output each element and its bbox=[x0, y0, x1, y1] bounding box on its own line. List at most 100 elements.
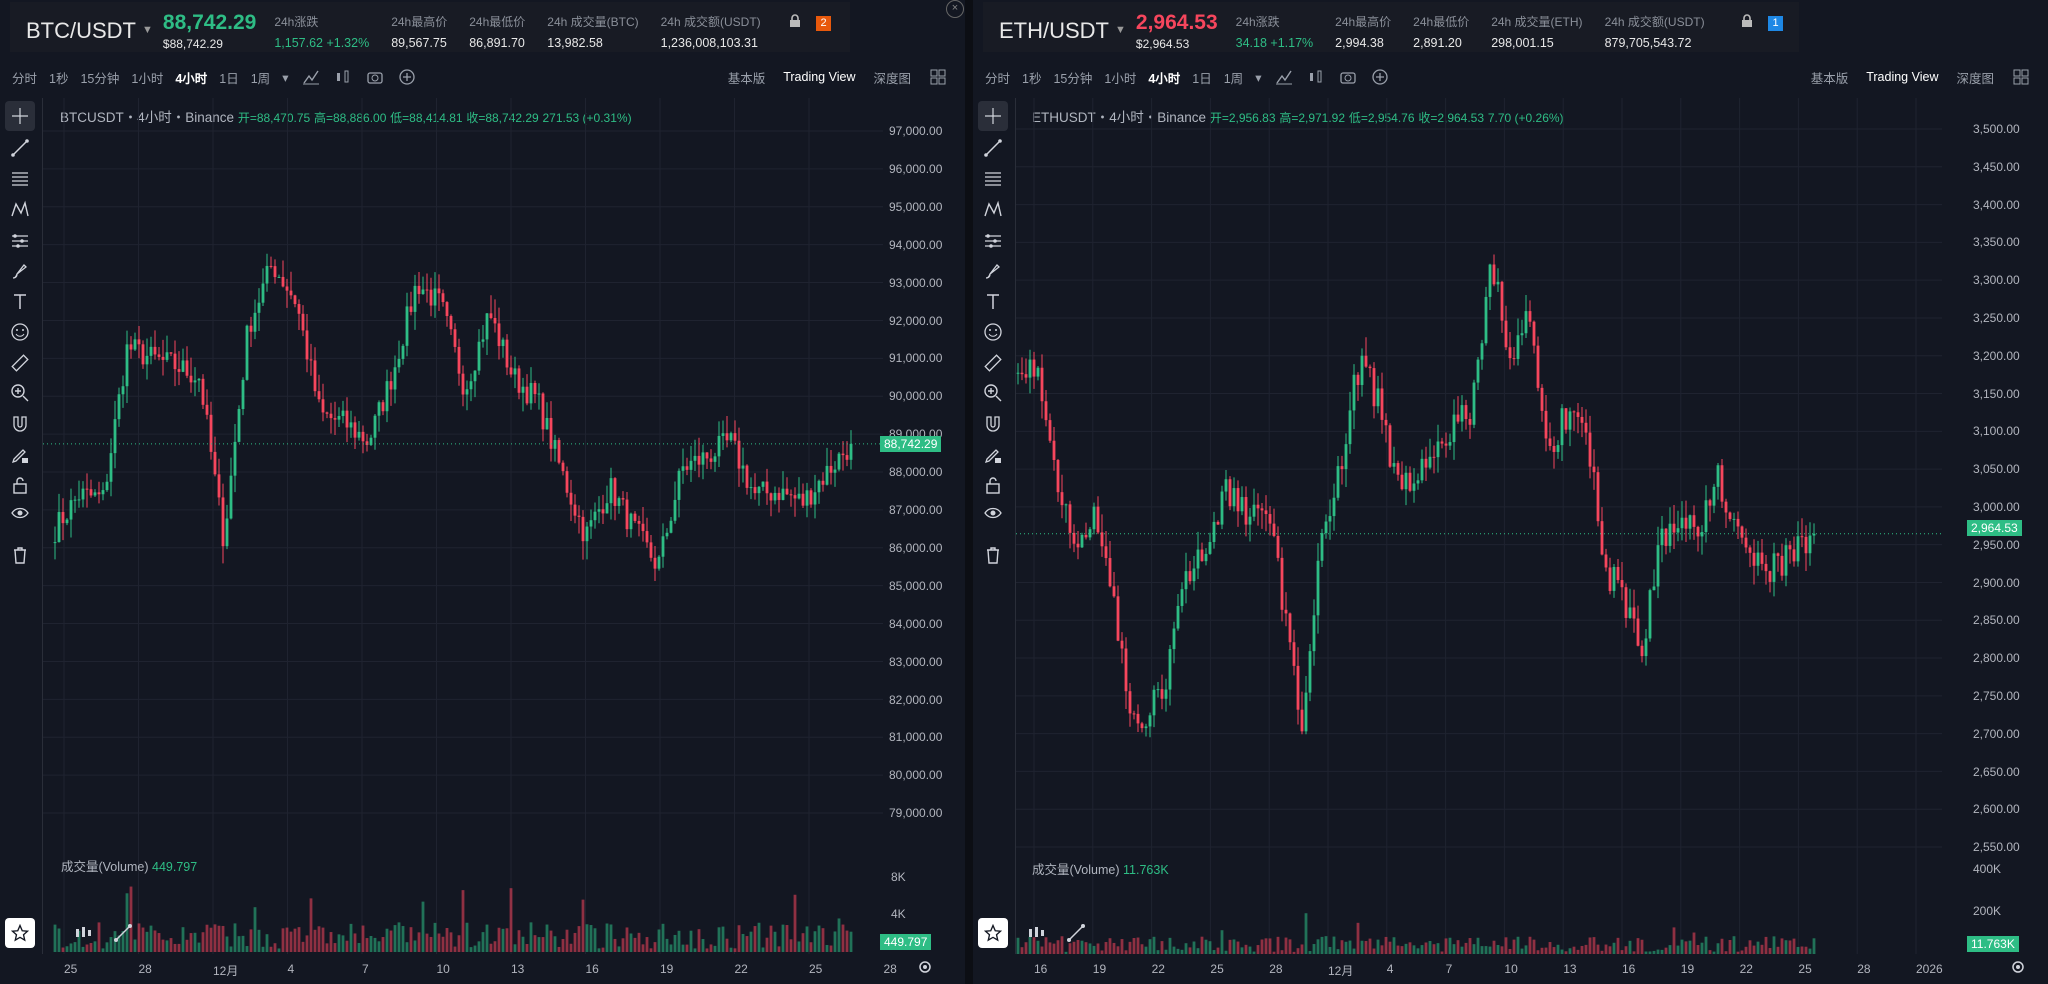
trendline-icon[interactable] bbox=[108, 918, 138, 948]
pattern-icon[interactable] bbox=[978, 195, 1008, 225]
lock-draw-icon[interactable] bbox=[978, 440, 1008, 470]
eye-icon[interactable] bbox=[5, 498, 35, 528]
crosshair-icon[interactable] bbox=[5, 101, 35, 131]
timeframe-1[interactable]: 1秒 bbox=[49, 71, 69, 86]
timeframe-dropdown-icon[interactable]: ▾ bbox=[1255, 70, 1262, 85]
timeframe-dropdown-icon[interactable]: ▾ bbox=[282, 70, 289, 85]
timeframe-3[interactable]: 1小时 bbox=[131, 71, 164, 86]
star-icon[interactable] bbox=[978, 918, 1008, 948]
timeframe-2[interactable]: 15分钟 bbox=[1053, 71, 1093, 86]
timeframe-1[interactable]: 1秒 bbox=[1022, 71, 1042, 86]
timeframe-5[interactable]: 1日 bbox=[219, 71, 239, 86]
trendline-icon[interactable] bbox=[1061, 918, 1091, 948]
chevron-down-icon[interactable]: ▼ bbox=[142, 24, 153, 36]
zoom-in-icon[interactable] bbox=[5, 378, 35, 408]
brush-icon[interactable] bbox=[978, 256, 1008, 286]
emoji-icon[interactable] bbox=[5, 317, 35, 347]
emoji-icon[interactable] bbox=[978, 317, 1008, 347]
legend-title[interactable]: ETHUSDT・4小时・Binance bbox=[1032, 110, 1207, 125]
price-axis[interactable]: 97,000.00 96,000.00 95,000.00 94,000.00 93,0… bbox=[880, 98, 965, 954]
ruler-icon[interactable] bbox=[5, 348, 35, 378]
time-axis[interactable]: 25 28 12月 4 7 10 13 16 19 22 25 28 bbox=[43, 954, 897, 984]
legend-title[interactable]: BTCUSDT・4小时・Binance bbox=[60, 110, 235, 125]
volume-bar bbox=[1536, 950, 1540, 954]
pattern-icon[interactable] bbox=[5, 195, 35, 225]
panel-index-badge[interactable]: 1 bbox=[1768, 16, 1783, 31]
timeframe-0[interactable]: 分时 bbox=[12, 71, 38, 86]
unlock-icon[interactable] bbox=[978, 470, 1008, 500]
price-axis[interactable]: 3,500.00 3,450.00 3,400.00 3,350.00 3,300.00… bbox=[1967, 98, 2048, 954]
volume-bar bbox=[1448, 937, 1452, 954]
brush-icon[interactable] bbox=[5, 256, 35, 286]
fib-icon[interactable] bbox=[978, 164, 1008, 194]
symbol-selector[interactable]: BTC/USDT bbox=[26, 18, 136, 43]
panel-index-badge[interactable]: 2 bbox=[816, 16, 831, 31]
crosshair-icon[interactable] bbox=[978, 101, 1008, 131]
indicator-icon[interactable] bbox=[302, 68, 320, 86]
settings-gear-icon[interactable] bbox=[2003, 952, 2033, 982]
camera-icon[interactable] bbox=[1339, 68, 1357, 86]
text-icon[interactable] bbox=[5, 287, 35, 317]
candle-body bbox=[1648, 590, 1652, 639]
projection-icon[interactable] bbox=[978, 226, 1008, 256]
lock-icon[interactable] bbox=[1741, 14, 1753, 30]
volume-bar bbox=[1136, 937, 1140, 954]
symbol-selector[interactable]: ETH/USDT bbox=[999, 18, 1109, 43]
timeframe-3[interactable]: 1小时 bbox=[1104, 71, 1137, 86]
view-tab-2[interactable]: 深度图 bbox=[1956, 71, 1994, 86]
layout-grid-icon[interactable] bbox=[929, 68, 947, 86]
magnet-icon[interactable] bbox=[5, 409, 35, 439]
candle-body bbox=[1424, 458, 1428, 468]
volume-bar bbox=[353, 933, 357, 952]
timeframe-5[interactable]: 1日 bbox=[1192, 71, 1212, 86]
view-tab-2[interactable]: 深度图 bbox=[873, 71, 911, 86]
volume-bar bbox=[321, 927, 325, 952]
timeframe-0[interactable]: 分时 bbox=[985, 71, 1011, 86]
trash-icon[interactable] bbox=[978, 540, 1008, 570]
timeframe-2[interactable]: 15分钟 bbox=[80, 71, 120, 86]
timeframe-4[interactable]: 4小时 bbox=[175, 71, 208, 86]
lock-icon[interactable] bbox=[789, 14, 801, 30]
close-icon[interactable]: × bbox=[946, 0, 964, 18]
indicator-icon[interactable] bbox=[1275, 68, 1293, 86]
projection-icon[interactable] bbox=[5, 226, 35, 256]
text-icon[interactable] bbox=[978, 287, 1008, 317]
candles-icon[interactable] bbox=[68, 918, 98, 948]
layout-grid-icon[interactable] bbox=[2012, 68, 2030, 86]
view-tab-0[interactable]: 基本版 bbox=[1810, 71, 1849, 86]
timeframe-6[interactable]: 1周 bbox=[250, 71, 271, 86]
fib-icon[interactable] bbox=[5, 164, 35, 194]
volume-bar bbox=[1104, 942, 1108, 954]
unlock-icon[interactable] bbox=[5, 470, 35, 500]
eye-icon[interactable] bbox=[978, 498, 1008, 528]
candle-body bbox=[297, 304, 301, 314]
settings-gear-icon[interactable] bbox=[910, 952, 940, 982]
volume-bar bbox=[1564, 951, 1568, 954]
candles-icon[interactable] bbox=[1021, 918, 1051, 948]
volume-bar bbox=[1144, 946, 1148, 954]
trendline-icon[interactable] bbox=[978, 133, 1008, 163]
plus-circle-icon[interactable] bbox=[398, 68, 416, 86]
trendline-icon[interactable] bbox=[5, 133, 35, 163]
stat-high: 24h最高价 89,567.75 bbox=[391, 2, 447, 50]
candle-type-icon[interactable] bbox=[334, 68, 352, 86]
trash-icon[interactable] bbox=[5, 540, 35, 570]
chevron-down-icon[interactable]: ▼ bbox=[1115, 24, 1126, 36]
timeframe-4[interactable]: 4小时 bbox=[1148, 71, 1181, 86]
star-icon[interactable] bbox=[5, 918, 35, 948]
view-tab-1[interactable]: Trading View bbox=[1866, 70, 1939, 84]
ruler-icon[interactable] bbox=[978, 348, 1008, 378]
view-tab-1[interactable]: Trading View bbox=[783, 70, 856, 84]
candle-type-icon[interactable] bbox=[1307, 68, 1325, 86]
timeframe-6[interactable]: 1周 bbox=[1223, 71, 1244, 86]
zoom-in-icon[interactable] bbox=[978, 378, 1008, 408]
magnet-icon[interactable] bbox=[978, 409, 1008, 439]
camera-icon[interactable] bbox=[366, 68, 384, 86]
candlestick-chart[interactable] bbox=[1016, 98, 1942, 954]
time-axis[interactable]: 16 19 22 25 28 12月 4 7 10 13 16 19 22 25 28 2026 bbox=[1016, 954, 1943, 984]
candlestick-chart[interactable] bbox=[43, 98, 883, 954]
plus-circle-icon[interactable] bbox=[1371, 68, 1389, 86]
lock-draw-icon[interactable] bbox=[5, 440, 35, 470]
panel-divider[interactable] bbox=[965, 0, 973, 984]
view-tab-0[interactable]: 基本版 bbox=[727, 71, 766, 86]
